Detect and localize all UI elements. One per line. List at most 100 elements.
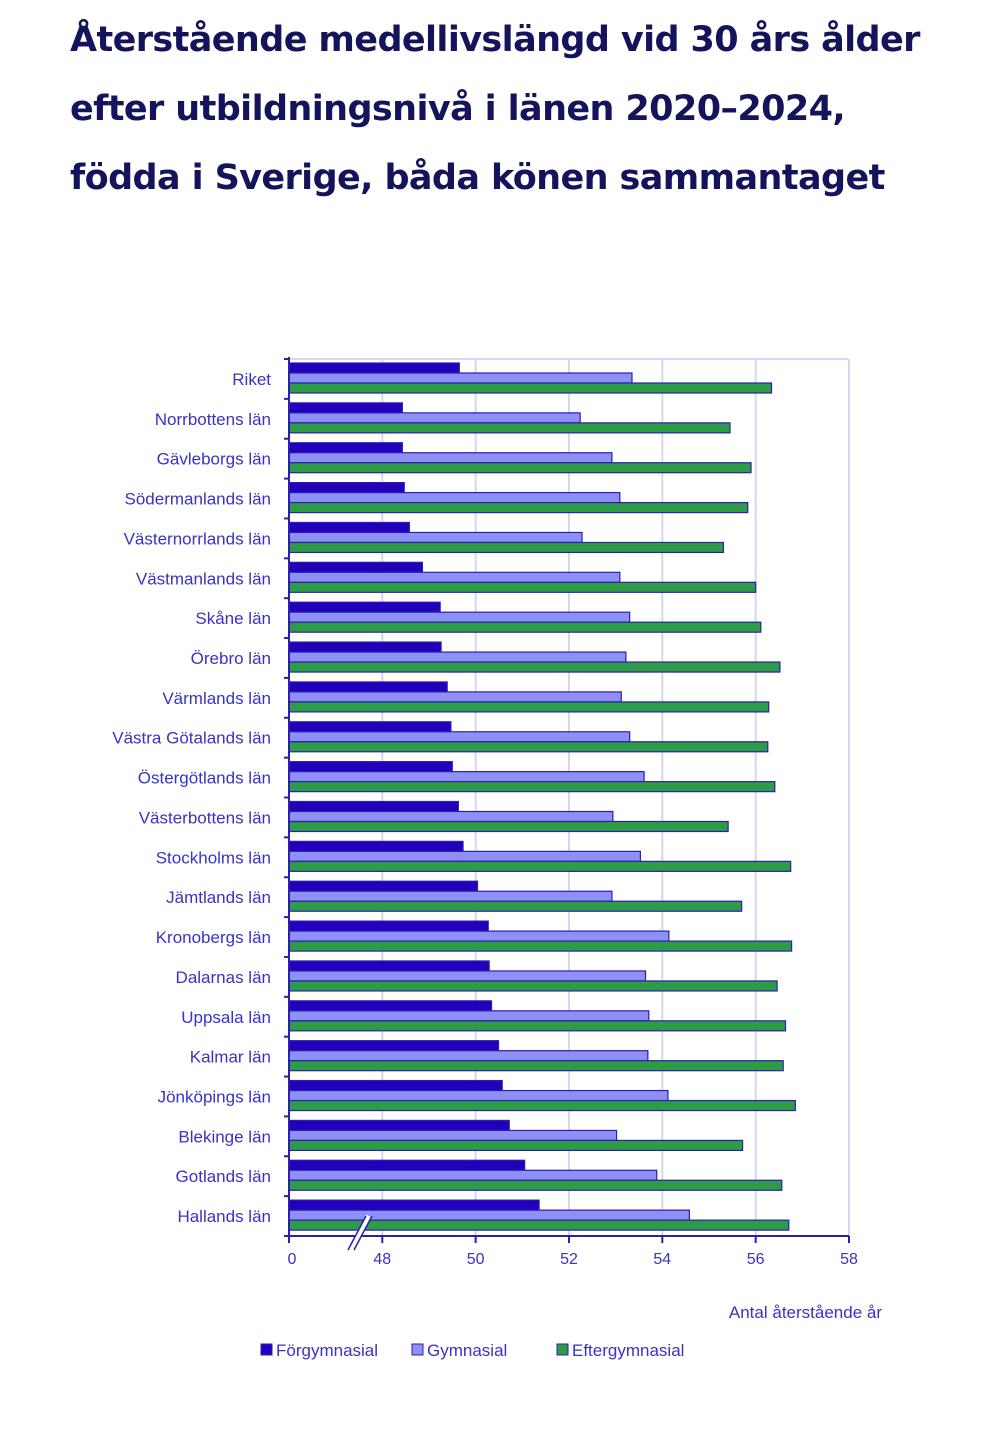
legend-label: Gymnasial bbox=[427, 1341, 507, 1360]
bar-eftergymnasial bbox=[288, 541, 725, 554]
bar-eftergymnasial bbox=[288, 860, 792, 872]
bar-eftergymnasial bbox=[288, 820, 729, 833]
category-label: Riket bbox=[232, 370, 271, 389]
bar-eftergymnasial bbox=[288, 382, 773, 394]
bar-eftergymnasial bbox=[288, 581, 757, 593]
bar-gymnasial bbox=[288, 372, 633, 384]
legend-swatch bbox=[556, 1343, 569, 1356]
bar-gymnasial bbox=[288, 1209, 690, 1221]
bar-eftergymnasial bbox=[288, 661, 781, 673]
bar-förgymnasial bbox=[288, 880, 479, 892]
bar-eftergymnasial bbox=[288, 501, 749, 514]
category-label: Värmlands län bbox=[162, 689, 271, 708]
bar-förgymnasial bbox=[288, 1040, 500, 1052]
bars bbox=[288, 362, 796, 1231]
bar-förgymnasial bbox=[288, 681, 448, 693]
legend-label: Eftergymnasial bbox=[572, 1341, 684, 1360]
bar-eftergymnasial bbox=[288, 900, 743, 912]
legend-item-förgymnasial: Förgymnasial bbox=[260, 1341, 378, 1360]
bar-gymnasial bbox=[288, 1129, 618, 1142]
category-label: Kalmar län bbox=[190, 1048, 271, 1067]
bar-förgymnasial bbox=[288, 561, 424, 573]
category-label: Jönköpings län bbox=[158, 1087, 271, 1106]
bar-gymnasial bbox=[288, 1089, 669, 1102]
bar-gymnasial bbox=[288, 771, 645, 783]
legend: Förgymnasial Gymnasial Eftergymnasial bbox=[260, 1341, 684, 1360]
axis-break-icon bbox=[347, 1215, 367, 1251]
bar-förgymnasial bbox=[288, 601, 441, 613]
category-label: Uppsala län bbox=[181, 1008, 271, 1027]
bar-förgymnasial bbox=[288, 362, 460, 374]
axis-break-icon bbox=[353, 1215, 373, 1251]
legend-label: Förgymnasial bbox=[276, 1341, 378, 1360]
x-tick-label: 48 bbox=[373, 1251, 391, 1268]
bar-gymnasial bbox=[288, 412, 581, 424]
legend-item-gymnasial: Gymnasial bbox=[411, 1341, 507, 1360]
category-label: Västra Götalands län bbox=[112, 729, 271, 748]
bar-förgymnasial bbox=[288, 1199, 540, 1211]
bar-gymnasial bbox=[288, 970, 647, 982]
category-label: Västmanlands län bbox=[136, 569, 271, 588]
bar-eftergymnasial bbox=[288, 781, 776, 793]
bar-gymnasial bbox=[288, 691, 622, 703]
category-label: Jämtlands län bbox=[166, 888, 271, 907]
bar-gymnasial bbox=[288, 1169, 658, 1181]
legend-swatch bbox=[411, 1343, 424, 1356]
x-tick-label: 50 bbox=[467, 1251, 485, 1268]
legend-swatch bbox=[260, 1343, 273, 1356]
bar-eftergymnasial bbox=[288, 1179, 783, 1191]
category-label: Skåne län bbox=[195, 609, 271, 628]
bar-eftergymnasial bbox=[288, 741, 769, 753]
bar-förgymnasial bbox=[288, 800, 459, 813]
bar-förgymnasial bbox=[288, 521, 410, 534]
bar-förgymnasial bbox=[288, 960, 490, 972]
category-label: Dalarnas län bbox=[176, 968, 271, 987]
category-label: Södermanlands län bbox=[125, 490, 271, 509]
bar-förgymnasial bbox=[288, 721, 452, 733]
bar-gymnasial bbox=[288, 491, 621, 504]
bar-gymnasial bbox=[288, 1050, 649, 1062]
axis-break-gap bbox=[348, 1214, 372, 1252]
category-label: Västerbottens län bbox=[139, 808, 271, 827]
bar-eftergymnasial bbox=[288, 422, 731, 434]
bar-förgymnasial bbox=[288, 1079, 503, 1092]
bar-gymnasial bbox=[288, 1010, 650, 1022]
bar-förgymnasial bbox=[288, 481, 405, 494]
x-tick-label: 54 bbox=[653, 1251, 671, 1268]
bar-gymnasial bbox=[288, 810, 614, 823]
x-tick-label: 56 bbox=[747, 1251, 765, 1268]
bar-eftergymnasial bbox=[288, 1139, 744, 1152]
bar-förgymnasial bbox=[288, 761, 453, 773]
x-tick-labels: 0 48 50 52 54 56 58 bbox=[288, 1251, 858, 1268]
bar-gymnasial bbox=[288, 571, 621, 583]
bar-eftergymnasial bbox=[288, 1020, 787, 1032]
bar-gymnasial bbox=[288, 611, 631, 623]
bar-eftergymnasial bbox=[288, 940, 793, 952]
category-label: Hallands län bbox=[177, 1207, 271, 1226]
bar-gymnasial bbox=[288, 890, 613, 902]
bar-eftergymnasial bbox=[288, 1060, 784, 1072]
legend-item-eftergymnasial: Eftergymnasial bbox=[556, 1341, 684, 1360]
x-axis-title: Antal återstående år bbox=[729, 1303, 882, 1322]
bar-förgymnasial bbox=[288, 442, 403, 454]
category-label: Gotlands län bbox=[176, 1167, 271, 1186]
bar-gymnasial bbox=[288, 850, 641, 862]
bar-förgymnasial bbox=[288, 641, 442, 653]
bar-gymnasial bbox=[288, 731, 631, 743]
category-label: Kronobergs län bbox=[156, 928, 271, 947]
bar-gymnasial bbox=[288, 452, 613, 464]
category-label: Östergötlands län bbox=[138, 769, 271, 788]
bar-förgymnasial bbox=[288, 1119, 510, 1132]
category-label: Norrbottens län bbox=[155, 410, 271, 429]
x-tick-label: 58 bbox=[840, 1251, 858, 1268]
chart-title: Återstående medellivslängd vid 30 års ål… bbox=[70, 20, 920, 198]
category-label: Gävleborgs län bbox=[157, 450, 271, 469]
bar-gymnasial bbox=[288, 651, 627, 663]
axes bbox=[284, 357, 850, 1252]
bar-gymnasial bbox=[288, 930, 670, 942]
bar-förgymnasial bbox=[288, 920, 489, 932]
category-labels: Riket Norrbottens län Gävleborgs län Söderm… bbox=[112, 370, 271, 1226]
category-label: Stockholms län bbox=[156, 848, 271, 867]
x-tick-label: 0 bbox=[288, 1251, 297, 1268]
